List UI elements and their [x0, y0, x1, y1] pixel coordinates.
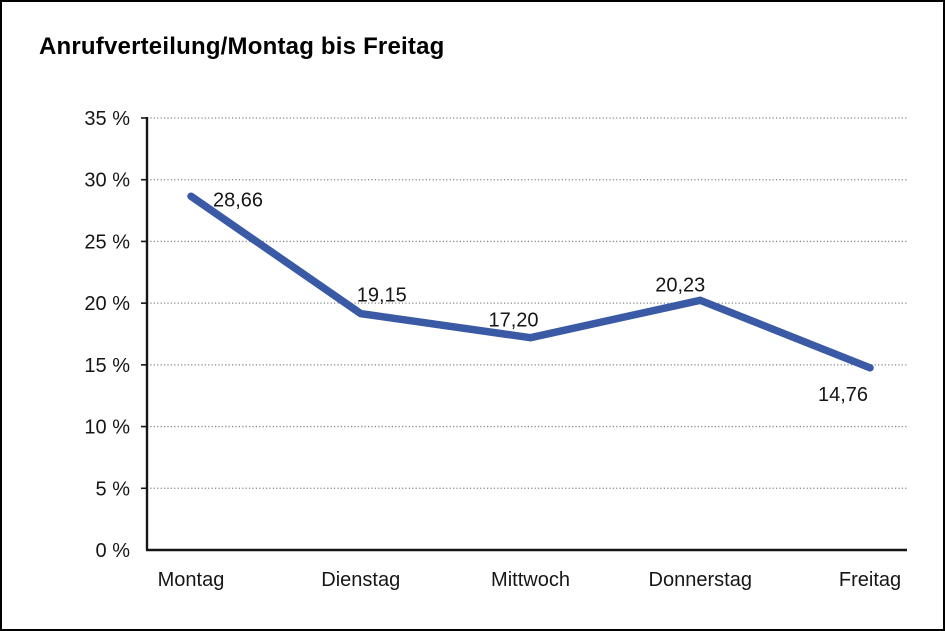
y-tick-label: 20 %: [84, 293, 130, 315]
data-point-label: 17,20: [489, 310, 539, 332]
x-category-label: Freitag: [839, 569, 901, 591]
y-tick-label: 15 %: [84, 355, 130, 377]
y-tick-label: 35 %: [84, 108, 130, 130]
data-point-label: 19,15: [357, 285, 407, 307]
chart-title: Anrufverteilung/Montag bis Freitag: [39, 33, 445, 60]
y-tick-label: 0 %: [96, 540, 131, 562]
x-category-label: Mittwoch: [491, 569, 570, 591]
y-tick-label: 30 %: [84, 170, 130, 192]
data-point-label: 20,23: [655, 274, 705, 296]
y-tick-label: 10 %: [84, 417, 130, 439]
y-tick-label: 5 %: [96, 478, 131, 500]
data-point-label: 28,66: [213, 189, 263, 211]
x-category-label: Dienstag: [321, 569, 400, 591]
x-category-label: Donnerstag: [649, 569, 752, 591]
y-tick-label: 25 %: [84, 231, 130, 253]
data-point-label: 14,76: [818, 384, 868, 406]
data-series-line: [187, 192, 874, 372]
x-category-label: Montag: [158, 569, 225, 591]
